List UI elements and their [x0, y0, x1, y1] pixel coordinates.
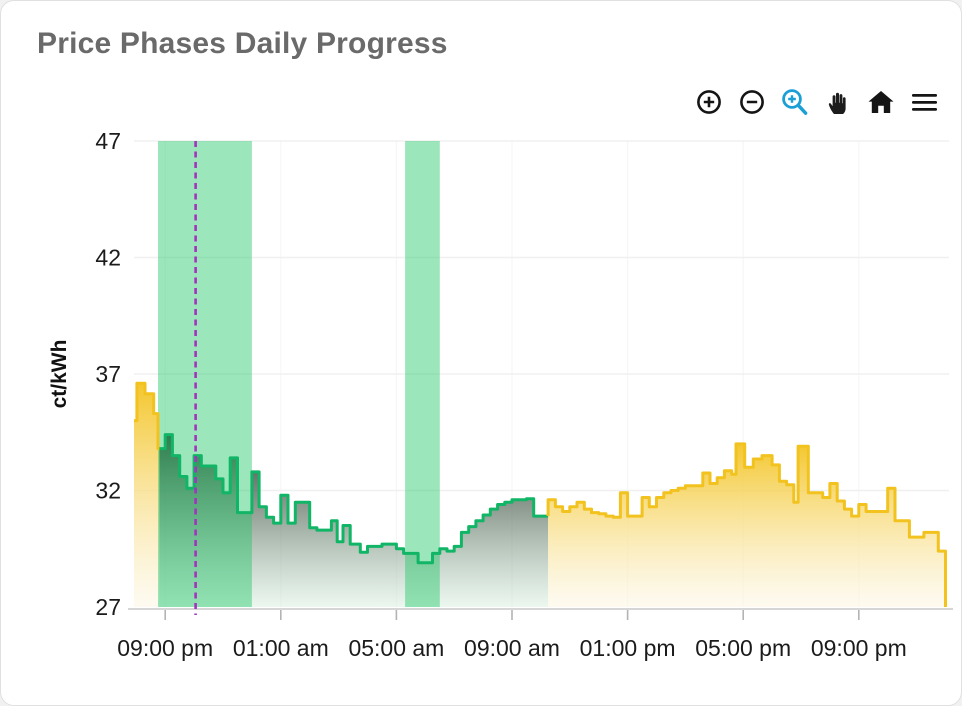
y-axis-title: ct/kWh: [48, 339, 71, 409]
zoom-out-button[interactable]: [735, 85, 769, 119]
y-tick-label: 27: [95, 594, 121, 620]
y-tick-label: 32: [95, 478, 121, 504]
x-tick-label: 01:00 pm: [580, 635, 676, 661]
x-tick-label: 09:00 pm: [811, 635, 907, 661]
price-expensive-day-line: [546, 442, 947, 607]
price-cheap-night-line: [159, 433, 549, 565]
hamburger-menu-icon: [912, 94, 937, 111]
y-tick-label: 37: [95, 361, 121, 387]
box-zoom-button[interactable]: [778, 85, 812, 119]
home-icon: [868, 91, 894, 113]
zoom-in-button[interactable]: [692, 85, 726, 119]
x-tick-label: 01:00 am: [233, 635, 329, 661]
pan-hand-icon: [828, 92, 846, 114]
menu-button[interactable]: [907, 85, 941, 119]
x-tick-label: 09:00 am: [464, 635, 560, 661]
y-tick-label: 42: [95, 245, 121, 271]
price-expensive-evening-line: [134, 381, 160, 451]
x-tick-label: 05:00 am: [348, 635, 444, 661]
page-title: Price Phases Daily Progress: [37, 27, 448, 60]
cheap-price-window-band: [158, 141, 252, 607]
box-zoom-magnifier-icon: [782, 89, 808, 115]
home-button[interactable]: [864, 85, 898, 119]
x-tick-label: 05:00 pm: [695, 635, 791, 661]
price-cheap-night-area: [159, 434, 549, 607]
price-expensive-evening-area: [134, 383, 160, 607]
zoom-out-icon: [740, 90, 764, 114]
chart-toolbar: [692, 85, 941, 119]
pan-button[interactable]: [821, 85, 855, 119]
y-tick-label: 47: [95, 128, 121, 154]
cheap-price-window-band: [405, 141, 440, 607]
x-tick-label: 09:00 pm: [117, 635, 213, 661]
zoom-in-icon: [697, 90, 721, 114]
price-expensive-day-area: [548, 443, 946, 607]
